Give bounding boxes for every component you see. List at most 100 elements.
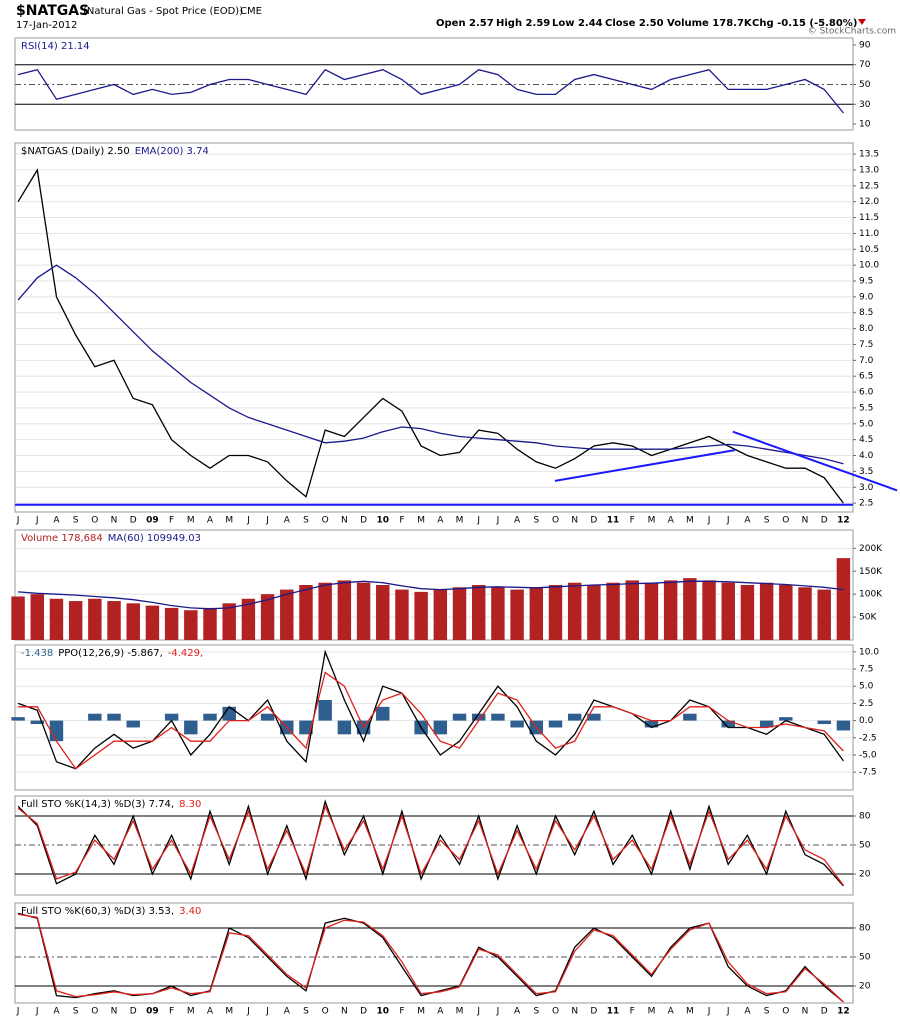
quote-item: Chg -0.15 (-5.80%) bbox=[752, 18, 857, 29]
quote-item: High 2.59 bbox=[496, 18, 550, 29]
bar bbox=[817, 720, 831, 725]
y-tick-label: 5.0 bbox=[859, 419, 874, 429]
legend-entry: EMA(200) 3.74 bbox=[135, 146, 209, 157]
bar bbox=[241, 598, 256, 640]
x-tick-label: J bbox=[707, 516, 711, 526]
series-line bbox=[18, 580, 844, 610]
series-line bbox=[17, 804, 844, 886]
x-tick-label: O bbox=[322, 516, 329, 526]
series-line bbox=[18, 913, 844, 1003]
legend-entry: RSI(14) 21.14 bbox=[21, 41, 90, 52]
x-tick-label: J bbox=[496, 516, 500, 526]
legend-entry: MA(60) 109949.03 bbox=[108, 533, 201, 544]
bar bbox=[126, 603, 140, 640]
series-line bbox=[17, 264, 844, 465]
bar bbox=[107, 601, 121, 640]
bar bbox=[318, 699, 332, 721]
bar bbox=[779, 585, 793, 640]
x-tick-label: M bbox=[648, 1007, 656, 1017]
y-tick-label: 8.5 bbox=[859, 308, 873, 318]
x-tick-label: D bbox=[590, 516, 597, 526]
y-tick-label: 80 bbox=[859, 812, 871, 822]
x-tick-label: S bbox=[533, 516, 539, 526]
y-tick-label: 8.0 bbox=[859, 324, 874, 334]
x-tick-label: 10 bbox=[376, 516, 389, 526]
x-tick-label: N bbox=[571, 516, 578, 526]
bar bbox=[702, 580, 716, 640]
bar bbox=[779, 717, 793, 721]
bar bbox=[491, 587, 505, 640]
x-tick-label: 12 bbox=[837, 516, 850, 526]
bar bbox=[644, 720, 659, 728]
bar bbox=[683, 578, 697, 640]
x-tick-label: D bbox=[821, 516, 828, 526]
x-tick-label: A bbox=[53, 516, 60, 526]
bar bbox=[280, 589, 294, 640]
y-tick-label: 4.0 bbox=[859, 451, 874, 461]
bar bbox=[836, 720, 851, 731]
y-tick-label: 4.5 bbox=[859, 435, 873, 445]
y-tick-label: 50 bbox=[859, 841, 871, 851]
y-tick-label: 20 bbox=[859, 981, 871, 991]
x-tick-label: O bbox=[91, 1007, 98, 1017]
x-tick-label: N bbox=[802, 1007, 809, 1017]
bar bbox=[491, 713, 505, 721]
x-tick-label: A bbox=[744, 1007, 751, 1017]
x-tick-label: S bbox=[303, 1007, 309, 1017]
bar bbox=[356, 582, 371, 640]
x-tick-label: O bbox=[782, 1007, 789, 1017]
bar bbox=[433, 720, 448, 735]
x-tick-label: F bbox=[630, 516, 635, 526]
x-tick-label: N bbox=[571, 1007, 578, 1017]
y-tick-label: 9.5 bbox=[859, 277, 873, 287]
x-tick-label: J bbox=[726, 516, 730, 526]
x-tick-label: J bbox=[16, 1007, 20, 1017]
legend-entry: Full STO %K(14,3) %D(3) 7.74, bbox=[21, 799, 174, 810]
x-tick-label: O bbox=[782, 516, 789, 526]
x-tick-label: O bbox=[91, 516, 98, 526]
x-tick-label: A bbox=[514, 1007, 521, 1017]
y-tick-label: 13.5 bbox=[859, 150, 879, 160]
series-line bbox=[17, 649, 844, 770]
x-tick-label: A bbox=[668, 1007, 675, 1017]
x-tick-label: 09 bbox=[146, 1007, 159, 1017]
y-tick-label: 3.5 bbox=[859, 467, 873, 477]
bar bbox=[567, 713, 582, 721]
date: 17-Jan-2012 bbox=[16, 20, 77, 31]
x-tick-label: M bbox=[417, 516, 425, 526]
bar bbox=[145, 605, 160, 640]
y-tick-label: 12.5 bbox=[859, 181, 879, 191]
series-line bbox=[17, 168, 844, 504]
bar bbox=[510, 589, 524, 640]
bar bbox=[472, 713, 486, 721]
quote-item: Close 2.50 bbox=[605, 18, 664, 29]
bar bbox=[721, 582, 735, 640]
bar bbox=[798, 587, 812, 640]
y-tick-label: 6.5 bbox=[859, 372, 873, 382]
x-tick-label: N bbox=[341, 516, 348, 526]
x-tick-label: N bbox=[802, 516, 809, 526]
bar bbox=[222, 706, 236, 721]
legend-entry: 8.30 bbox=[179, 799, 201, 810]
x-tick-label: N bbox=[111, 516, 118, 526]
x-tick-label: D bbox=[360, 1007, 367, 1017]
x-tick-label: J bbox=[496, 1007, 500, 1017]
bar bbox=[299, 720, 313, 735]
y-tick-label: 12.0 bbox=[859, 197, 879, 207]
x-tick-label: M bbox=[187, 1007, 195, 1017]
legend-entry: 3.40 bbox=[179, 906, 201, 917]
x-tick-label: S bbox=[764, 516, 770, 526]
exchange: CME bbox=[240, 6, 262, 17]
bar bbox=[11, 717, 25, 721]
x-tick-label: S bbox=[73, 516, 79, 526]
bar bbox=[836, 558, 851, 640]
y-tick-label: -2.5 bbox=[859, 733, 877, 743]
y-tick-label: 7.0 bbox=[859, 356, 874, 366]
legend-entry: -4.429, bbox=[168, 648, 203, 659]
y-tick-label: -7.5 bbox=[859, 768, 877, 778]
bar bbox=[414, 591, 428, 640]
bar bbox=[222, 603, 236, 640]
trendline bbox=[554, 449, 735, 482]
y-tick-label: 50K bbox=[859, 613, 877, 623]
